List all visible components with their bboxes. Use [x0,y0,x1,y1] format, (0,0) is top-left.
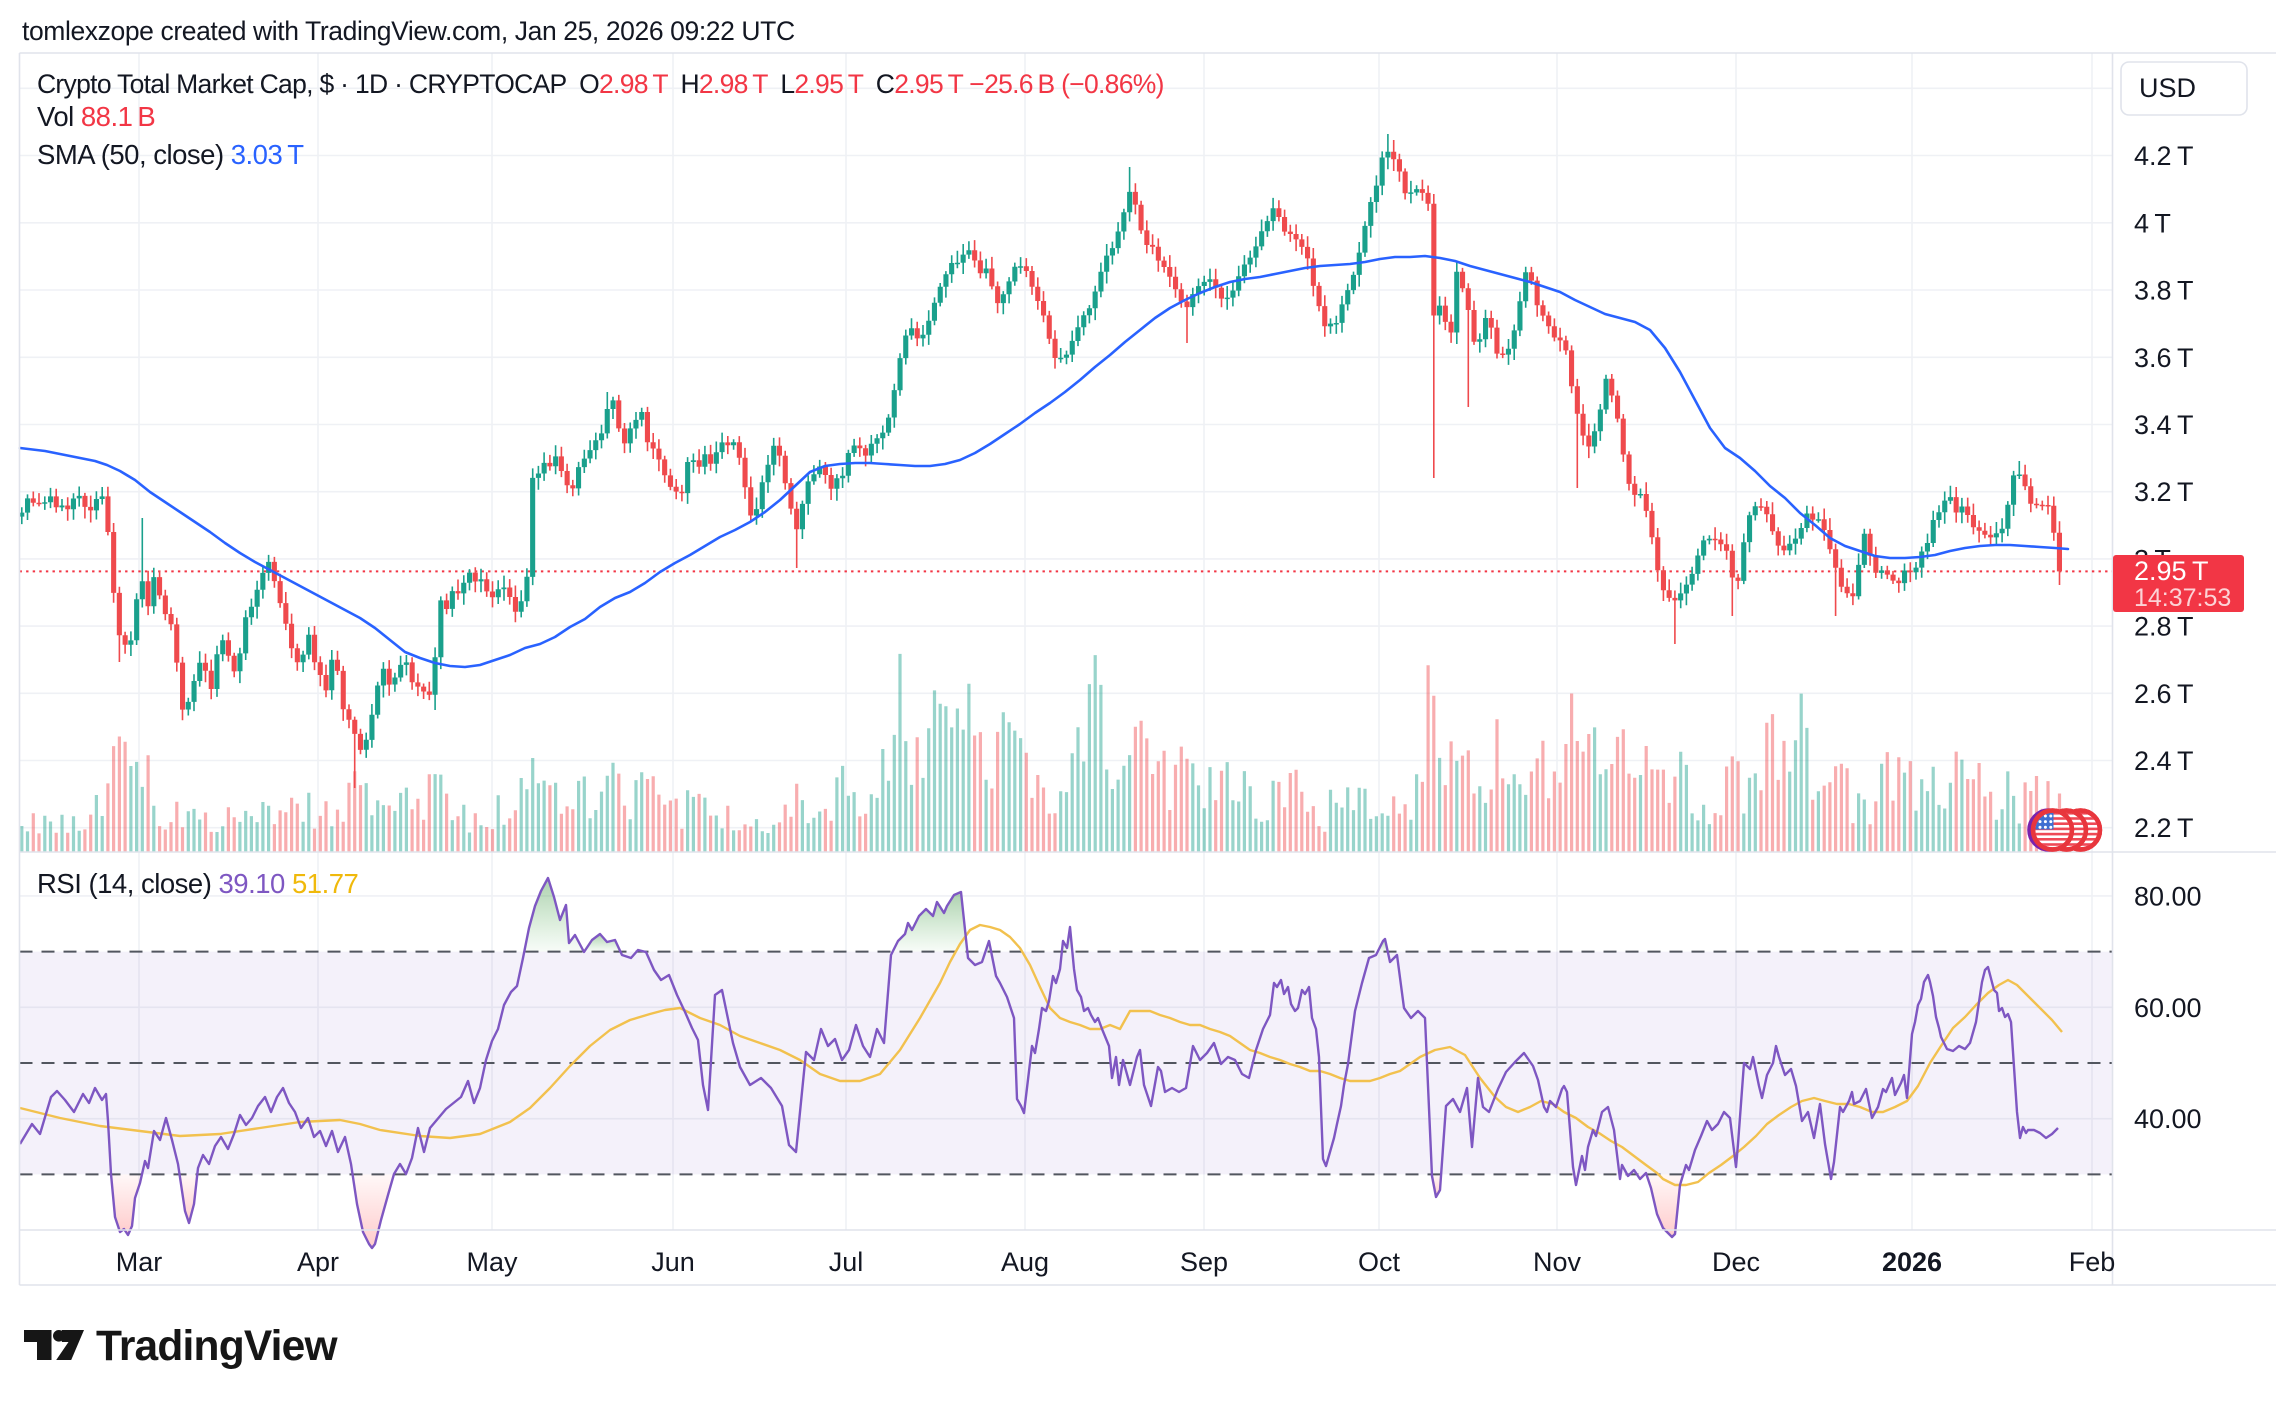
svg-text:USD: USD [2139,73,2196,103]
svg-text:3.6 T: 3.6 T [2134,343,2193,373]
svg-text:3.2 T: 3.2 T [2134,477,2193,507]
svg-text:60.00: 60.00 [2134,993,2202,1023]
svg-text:Sep: Sep [1180,1247,1228,1277]
svg-text:Nov: Nov [1533,1247,1582,1277]
svg-text:Vol 88.1 B: Vol 88.1 B [37,101,155,132]
svg-text:3.4 T: 3.4 T [2134,410,2193,440]
svg-text:80.00: 80.00 [2134,881,2202,911]
svg-text:Aug: Aug [1001,1247,1049,1277]
svg-text:Oct: Oct [1358,1247,1401,1277]
svg-text:Mar: Mar [116,1247,163,1277]
svg-text:40.00: 40.00 [2134,1104,2202,1134]
svg-text:Jul: Jul [829,1247,864,1277]
svg-text:Apr: Apr [297,1247,339,1277]
svg-text:2.4 T: 2.4 T [2134,746,2193,776]
svg-text:2.8 T: 2.8 T [2134,612,2193,642]
svg-text:SMA (50, close) 3.03 T: SMA (50, close) 3.03 T [37,139,304,170]
svg-text:2.95 T: 2.95 T [2134,556,2208,586]
svg-text:Dec: Dec [1712,1247,1760,1277]
svg-text:3.8 T: 3.8 T [2134,276,2193,306]
svg-text:RSI (14, close) 39.10 51.77: RSI (14, close) 39.10 51.77 [37,868,358,899]
svg-text:tomlexzope created with Tradin: tomlexzope created with TradingView.com,… [22,16,795,46]
svg-text:May: May [466,1247,518,1277]
svg-text:4 T: 4 T [2134,208,2171,238]
svg-text:Jun: Jun [651,1247,695,1277]
svg-text:2.2 T: 2.2 T [2134,813,2193,843]
svg-text:4.2 T: 4.2 T [2134,141,2193,171]
svg-text:2026: 2026 [1882,1247,1942,1277]
svg-text:14:37:53: 14:37:53 [2134,584,2231,612]
svg-text:Crypto Total Market Cap, $ · 1: Crypto Total Market Cap, $ · 1D · CRYPTO… [37,69,1164,99]
svg-text:Feb: Feb [2069,1247,2116,1277]
svg-text:TradingView: TradingView [96,1323,339,1370]
svg-text:2.6 T: 2.6 T [2134,679,2193,709]
